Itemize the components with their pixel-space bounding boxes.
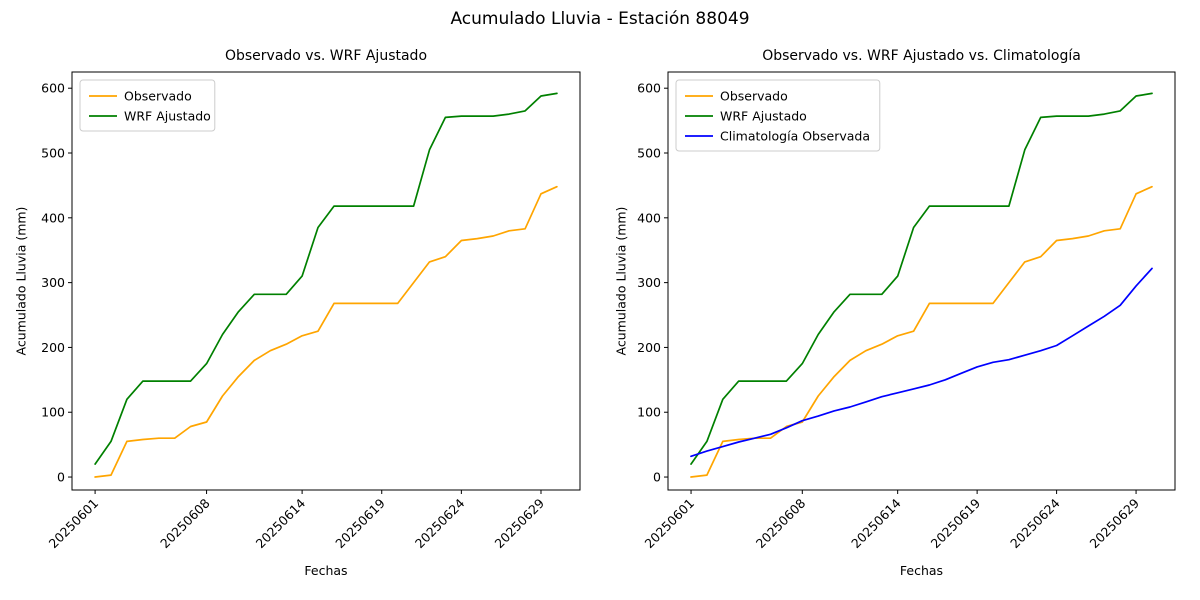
series-line-wrf-ajustado xyxy=(94,92,558,465)
series-line-climatolog-a-observada xyxy=(690,267,1153,458)
x-tick-label: 20250629 xyxy=(492,495,548,551)
y-tick-label: 600 xyxy=(637,81,661,96)
y-tick-label: 100 xyxy=(41,405,65,420)
subplot-left-plot: 0 100 200 300 400 500 600 20250601 20250608 20250… xyxy=(41,71,581,552)
subplot-left-xlabel: Fechas xyxy=(304,563,348,578)
legend-label-wrf-ajustado: WRF Ajustado xyxy=(720,109,807,124)
y-tick-label: 0 xyxy=(653,470,661,485)
x-tick-label: 20250601 xyxy=(642,496,698,552)
series-line-observado xyxy=(94,185,558,478)
y-tick-label: 300 xyxy=(637,275,661,290)
legend-box xyxy=(79,79,216,132)
legend-label-observado: Observado xyxy=(720,89,788,104)
axes-spines xyxy=(667,71,1176,491)
x-tick-label: 20250619 xyxy=(332,495,388,551)
subplot-right-title: Observado vs. WRF Ajustado vs. Climatolo… xyxy=(762,48,1081,64)
series-line-wrf-ajustado xyxy=(690,92,1153,465)
x-tick-label: 20250629 xyxy=(1087,495,1143,551)
y-tick-label: 0 xyxy=(57,470,65,485)
axes-spines xyxy=(71,71,581,491)
series-line-observado xyxy=(690,185,1153,478)
y-tick-label: 400 xyxy=(637,210,661,225)
figure-title: Acumulado Lluvia - Estación 88049 xyxy=(450,9,750,29)
subplot-right: Observado vs. WRF Ajustado vs. Climatolo… xyxy=(600,0,1200,600)
x-tick-label: 20250624 xyxy=(412,495,468,551)
y-tick-label: 600 xyxy=(41,81,65,96)
y-tick-label: 300 xyxy=(41,275,65,290)
legend-label-observado: Observado xyxy=(124,89,192,104)
x-tick-label: 20250624 xyxy=(1007,495,1063,551)
y-tick-label: 400 xyxy=(41,210,65,225)
legend-label-wrf-ajustado: WRF Ajustado xyxy=(124,109,211,124)
x-tick-label: 20250608 xyxy=(753,495,809,551)
y-tick-label: 200 xyxy=(637,340,661,355)
y-tick-label: 100 xyxy=(637,405,661,420)
y-tick-label: 500 xyxy=(41,146,65,161)
subplot-right-plot: 0 100 200 300 400 500 600 20250601 20250608 20250… xyxy=(637,71,1176,552)
y-tick-label: 200 xyxy=(41,340,65,355)
legend-box xyxy=(675,79,881,152)
subplot-right-xlabel: Fechas xyxy=(899,563,944,578)
x-tick-label: 20250614 xyxy=(253,495,309,551)
subplot-left-title: Observado vs. WRF Ajustado xyxy=(224,48,428,64)
subplot-left: Observado vs. WRF Ajustado Acumulado Llu… xyxy=(14,48,581,578)
y-tick-label: 500 xyxy=(637,146,661,161)
x-tick-label: 20250619 xyxy=(928,495,984,551)
legend-label-climatolog-a-observada: Climatología Observada xyxy=(720,129,870,144)
x-tick-label: 20250608 xyxy=(157,495,213,551)
x-tick-label: 20250601 xyxy=(46,496,102,552)
x-tick-label: 20250614 xyxy=(848,495,904,551)
